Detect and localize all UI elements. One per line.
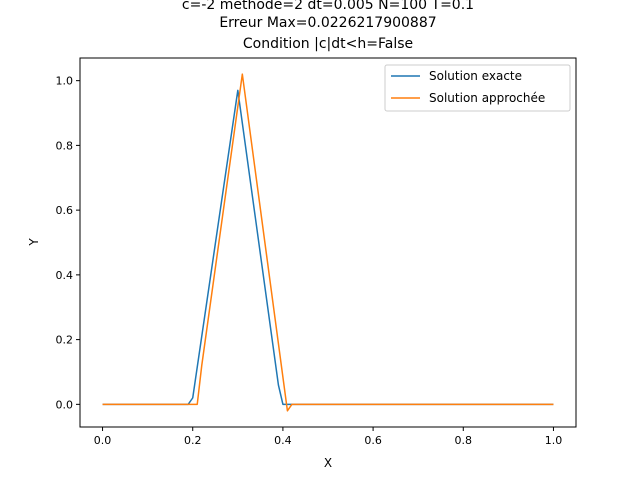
y-tick-label: 1.0 [56,75,74,88]
legend: Solution exacte Solution approchée [384,64,571,112]
plot-area [102,73,554,412]
legend-box [384,64,571,112]
title-line-1: c=-2 methode=2 dt=0.005 N=100 T=0.1 [182,0,474,13]
x-tick-label: 0.4 [274,434,292,447]
x-tick-label: 0.2 [184,434,202,447]
x-tick-label: 1.0 [545,434,563,447]
y-tick-label: 0.6 [56,204,74,217]
legend-label-solution-exacte: Solution exacte [429,69,522,83]
series-line-solution-exacte [102,89,554,406]
axes-frame [79,57,577,428]
x-tick-label: 0.0 [94,434,112,447]
x-tick-label: 0.6 [364,434,382,447]
y-axis-label: Y [27,238,41,247]
legend-label-solution-approchee: Solution approchée [429,91,545,105]
chart-title: c=-2 methode=2 dt=0.005 N=100 T=0.1 Erre… [182,0,474,52]
y-tick-label: 0.2 [56,334,74,347]
y-tick-label: 0.0 [56,398,74,411]
x-axis-label: X [324,456,332,470]
x-tick-label: 0.8 [455,434,473,447]
y-tick-label: 0.8 [56,139,74,152]
series-line-solution-approchee [102,73,554,412]
axes: 0.0 0.2 0.4 0.6 0.8 1.0 0.0 0.2 0.4 0.6 0.8 1.0 [56,57,577,447]
title-line-2: Erreur Max=0.0226217900887 [219,15,436,31]
y-tick-label: 0.4 [56,269,74,282]
title-line-3: Condition |c|dt<h=False [243,36,413,52]
